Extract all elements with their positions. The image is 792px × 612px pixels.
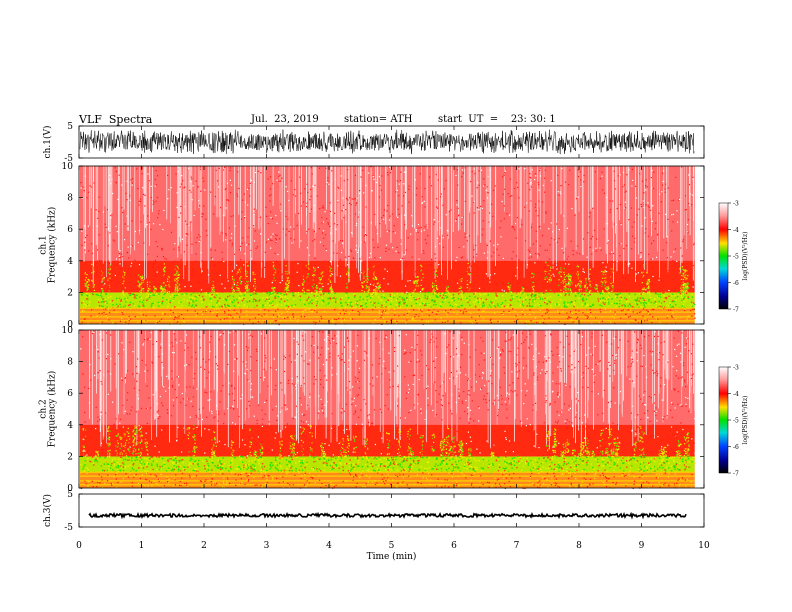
- ch2-band: [80, 472, 695, 488]
- y-tick-label: 4: [67, 257, 73, 267]
- ch1-waveform-line: [79, 129, 695, 155]
- ch2-colorbar-tick-label: -7: [733, 471, 739, 478]
- x-tick-label: 4: [326, 541, 332, 551]
- x-tick-label: 8: [576, 541, 582, 551]
- ch1-colorbar-tick-label: -7: [733, 307, 739, 314]
- y-axis-label: ch.1(V): [42, 126, 53, 159]
- y-axis-label: ch.3(V): [42, 494, 53, 527]
- y-tick-label: 6: [67, 225, 73, 235]
- ch1-colorbar-label: log(PSD)(V²/Hz): [742, 232, 749, 281]
- y-tick-label: -5: [64, 154, 73, 164]
- x-tick-label: 3: [264, 541, 270, 551]
- ch1-colorbar-tick-label: -4: [733, 227, 739, 234]
- ch1-colorbar: [718, 202, 729, 310]
- x-tick-label: 2: [201, 541, 207, 551]
- y-tick-label: 8: [67, 194, 73, 204]
- ch2-colorbar-label: log(PSD)(V²/Hz): [742, 396, 749, 445]
- ch3-waveform-line: [88, 511, 687, 520]
- y-tick-label: 8: [67, 358, 73, 368]
- x-tick-label: 1: [139, 541, 145, 551]
- ch2-heatmap: [80, 330, 696, 490]
- station-label: station= ATH: [344, 114, 413, 125]
- x-tick-label: 9: [639, 541, 645, 551]
- y-tick-label: 6: [67, 389, 73, 399]
- ch1-colorbar-tick-label: -3: [733, 201, 739, 208]
- x-tick-label: 6: [451, 541, 457, 551]
- x-tick-label: 7: [514, 541, 520, 551]
- ch1-heatmap: [80, 166, 696, 326]
- ch1-band: [80, 166, 695, 261]
- y-tick-label: 10: [62, 326, 74, 336]
- ch2-colorbar-tick-label: -4: [733, 391, 739, 398]
- chart-title: VLF Spectra: [79, 113, 153, 126]
- y-tick-label: 2: [67, 288, 73, 298]
- y-tick-label: 10: [62, 162, 74, 172]
- ch2-colorbar-tick-label: -6: [733, 444, 739, 451]
- ch1-band: [80, 260, 695, 293]
- y-tick-label: 0: [67, 320, 73, 330]
- y-tick-label: 5: [67, 122, 73, 132]
- date-label: Jul. 23, 2019: [251, 114, 319, 125]
- y-tick-label: 5: [67, 490, 73, 500]
- y-tick-label: 4: [67, 421, 73, 431]
- x-tick-label: 10: [698, 541, 710, 551]
- panel-frame-ch3-waveform: [78, 493, 705, 528]
- ch2-colorbar-tick-label: -3: [733, 365, 739, 372]
- y-axis-label: ch.1: [39, 235, 49, 254]
- ch2-colorbar: [718, 366, 729, 474]
- y-tick-label: -5: [64, 523, 73, 533]
- ch2-colorbar-tick-label: -5: [733, 418, 739, 425]
- y-axis-label: Frequency (kHz): [47, 207, 58, 284]
- ch2-band: [80, 456, 695, 473]
- y-tick-label: 2: [67, 452, 73, 462]
- ch2-band: [80, 330, 695, 425]
- start-ut-label: start UT = 23: 30: 1: [438, 114, 556, 125]
- y-axis-label: Frequency (kHz): [47, 371, 58, 448]
- x-tick-label: 5: [389, 541, 395, 551]
- y-axis-label: ch.2: [39, 399, 49, 418]
- x-axis-label: Time (min): [367, 551, 417, 562]
- x-tick-label: 0: [76, 541, 82, 551]
- ch1-colorbar-tick-label: -5: [733, 254, 739, 261]
- ch1-colorbar-tick-label: -6: [733, 280, 739, 287]
- y-tick-label: 0: [67, 484, 73, 494]
